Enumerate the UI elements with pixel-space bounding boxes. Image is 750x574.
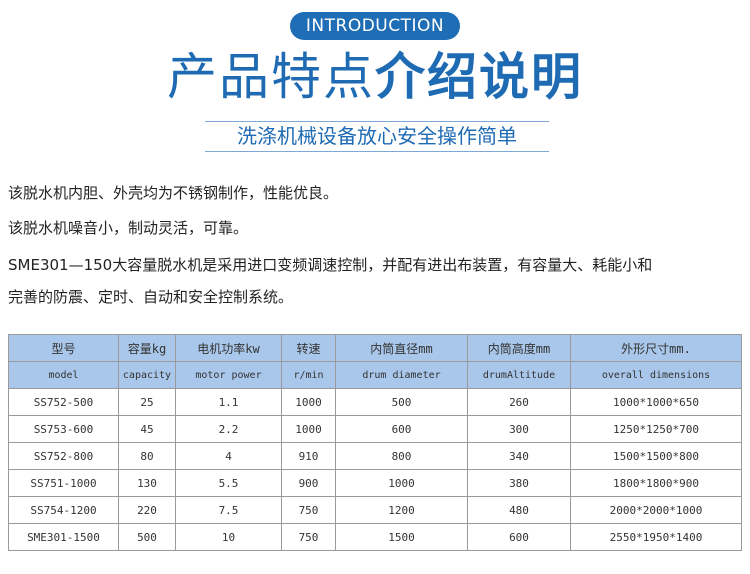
table-row-cell: 800 <box>335 442 468 470</box>
table-row-cell: 2550*1950*1400 <box>570 523 742 551</box>
header-cn-row-cell: 外形尺寸mm. <box>570 334 742 362</box>
table-row-cell: 2000*2000*1000 <box>570 496 742 524</box>
header-en-row-cell: capacity <box>118 361 176 389</box>
header-en-row-cell: model <box>8 361 119 389</box>
header-cn-row-cell: 容量kg <box>118 334 176 362</box>
table-row-cell: 500 <box>118 523 176 551</box>
table-row-cell: SS753-600 <box>8 415 119 443</box>
paragraph: 完善的防震、定时、自动和安全控制系统。 <box>8 288 294 306</box>
table-row: SS751-1000 130 5.5 900 1000 380 1800*1800*900 <box>8 469 742 497</box>
paragraph: 该脱水机噪音小，制动灵活，可靠。 <box>8 219 249 237</box>
table-row-cell: 1000 <box>281 415 336 443</box>
table-row-cell: SS754-1200 <box>8 496 119 524</box>
table-row-cell: 1000*1000*650 <box>570 388 742 416</box>
table-row: SS753-600 45 2.2 1000 600 300 1250*1250*700 <box>8 415 742 443</box>
table-row-cell: SS751-1000 <box>8 469 119 497</box>
table-row-cell: 910 <box>281 442 336 470</box>
table-row-cell: 480 <box>467 496 571 524</box>
table-row-cell: SS752-800 <box>8 442 119 470</box>
table-row-cell: 260 <box>467 388 571 416</box>
table-row-cell: 600 <box>467 523 571 551</box>
table-row-cell: 380 <box>467 469 571 497</box>
paragraph: 该脱水机内胆、外壳均为不锈钢制作，性能优良。 <box>8 184 339 202</box>
table-row-cell: 1.1 <box>175 388 282 416</box>
table-row-cell: 1500*1500*800 <box>570 442 742 470</box>
table-row-cell: 500 <box>335 388 468 416</box>
table-row: SS752-800 80 4 910 800 340 1500*1500*800 <box>8 442 742 470</box>
table-row-cell: 1000 <box>335 469 468 497</box>
table-row-cell: 10 <box>175 523 282 551</box>
table-row: SS754-1200 220 7.5 750 1200 480 2000*2000*1000 <box>8 496 742 524</box>
table-row-cell: 25 <box>118 388 176 416</box>
table-row-cell: 300 <box>467 415 571 443</box>
table-row: SME301-1500 500 10 750 1500 600 2550*1950*1400 <box>8 523 742 551</box>
header-en-row-cell: drumAltitude <box>467 361 571 389</box>
table-row-cell: SME301-1500 <box>8 523 119 551</box>
table-row-cell: 1200 <box>335 496 468 524</box>
header-cn-row-cell: 电机功率kw <box>175 334 282 362</box>
table-row-cell: 900 <box>281 469 336 497</box>
header-en-row: model capacity motor power r/min drum diamet… <box>8 361 742 389</box>
header-en-row-cell: motor power <box>175 361 282 389</box>
page-title: 产品特点介绍说明 <box>0 46 750 108</box>
header-cn-row-cell: 内筒直径mm <box>335 334 468 362</box>
header-cn-row-cell: 型号 <box>8 334 119 362</box>
table-row-cell: 340 <box>467 442 571 470</box>
subtitle: 洗涤机械设备放心安全操作简单 <box>237 124 517 148</box>
title-light: 产品特点 <box>167 48 375 106</box>
table-row-cell: 1800*1800*900 <box>570 469 742 497</box>
table-row-cell: 1250*1250*700 <box>570 415 742 443</box>
table-row-cell: 4 <box>175 442 282 470</box>
table-row: SS752-500 25 1.1 1000 500 260 1000*1000*650 <box>8 388 742 416</box>
divider-top <box>205 121 549 122</box>
table-row-cell: 220 <box>118 496 176 524</box>
header-cn-row-cell: 转速 <box>281 334 336 362</box>
table-row-cell: 5.5 <box>175 469 282 497</box>
title-bold: 介绍说明 <box>375 48 583 106</box>
header-cn-row-cell: 内筒高度mm <box>467 334 571 362</box>
table-row-cell: 1000 <box>281 388 336 416</box>
header-cn-row: 型号 容量kg 电机功率kw 转速 内筒直径mm 内筒高度mm 外形尺寸mm. <box>8 334 742 362</box>
header-en-row-cell: r/min <box>281 361 336 389</box>
table-row-cell: 2.2 <box>175 415 282 443</box>
table-row-cell: 750 <box>281 496 336 524</box>
table-row-cell: 7.5 <box>175 496 282 524</box>
header-en-row-cell: drum diameter <box>335 361 468 389</box>
table-row-cell: 750 <box>281 523 336 551</box>
table-row-cell: 45 <box>118 415 176 443</box>
table-row-cell: SS752-500 <box>8 388 119 416</box>
divider-bottom <box>205 151 549 152</box>
header-en-row-cell: overall dimensions <box>570 361 742 389</box>
paragraph: SME301—150大容量脱水机是采用进口变频调速控制，并配有进出布装置，有容量… <box>8 256 653 274</box>
table-row-cell: 80 <box>118 442 176 470</box>
table-row-cell: 130 <box>118 469 176 497</box>
table-row-cell: 600 <box>335 415 468 443</box>
introduction-badge: INTRODUCTION <box>290 12 460 40</box>
spec-table: 型号 容量kg 电机功率kw 转速 内筒直径mm 内筒高度mm 外形尺寸mm. model ca… <box>8 334 742 551</box>
table-row-cell: 1500 <box>335 523 468 551</box>
